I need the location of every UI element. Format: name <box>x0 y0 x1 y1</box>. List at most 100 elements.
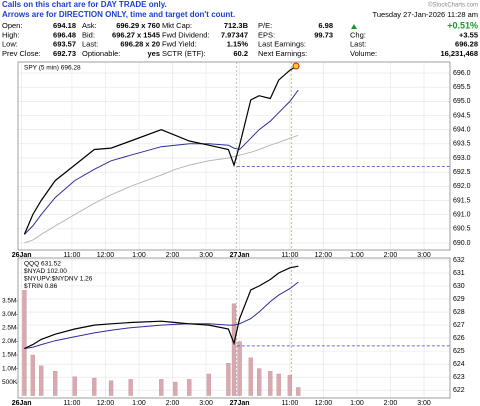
y-tick-label: 626 <box>453 335 465 342</box>
panel-border <box>17 61 451 251</box>
x-tick-label: 3:00 <box>417 400 431 406</box>
volume-bar <box>173 381 178 396</box>
y-tick-label: 629 <box>453 296 465 303</box>
quote-value: yes <box>147 49 160 58</box>
note-box <box>0 0 232 21</box>
volume-bar <box>159 379 164 396</box>
legend-entry: $TRIN 0.86 <box>24 283 58 290</box>
series-line <box>23 64 299 235</box>
quote-value: +0.51% <box>447 20 478 30</box>
x-tick-label: 12:00 <box>315 400 333 406</box>
quote-value: 99.73 <box>314 30 333 39</box>
x-tick-label: 3:00 <box>417 252 431 259</box>
quote-value: 7.97347 <box>221 30 248 39</box>
y-tick-label: 624 <box>453 361 465 368</box>
quote-value: 696.48 <box>53 30 76 39</box>
volume-bar <box>237 341 242 396</box>
y-tick-label: 628 <box>453 309 465 316</box>
x-tick-label: 1:00 <box>350 252 364 259</box>
volume-bar <box>231 303 237 396</box>
y2-tick-label: 500K <box>2 379 18 386</box>
y-tick-label: 692.5 <box>453 169 471 176</box>
quote-value: 712.3B <box>224 21 249 30</box>
x-tick-label: 1:00 <box>132 252 146 259</box>
x-tick-label: 2:00 <box>166 400 180 406</box>
quote-label: Last: <box>82 40 98 49</box>
y-tick-label: 692.0 <box>453 183 471 190</box>
x-tick-label: 2:00 <box>384 252 398 259</box>
quote-label: Chg: <box>350 30 366 39</box>
volume-bar <box>206 373 212 396</box>
note: Arrows are for DIRECTION ONLY, time and … <box>2 10 235 19</box>
legend-entry: $NYAD 102.00 <box>24 268 67 275</box>
quote-label: Open: <box>2 21 22 30</box>
x-tick-label: 12:00 <box>315 252 333 259</box>
x-tick-label: 11:00 <box>63 400 80 406</box>
quote-label: Last: <box>350 40 366 49</box>
y-tick-label: 622 <box>453 387 465 394</box>
y2-tick-label: 2.5M <box>2 325 16 332</box>
x-tick-label: 12:00 <box>97 400 115 406</box>
quote-label: Optionable: <box>82 49 120 58</box>
quote-value: 696.28 <box>455 40 478 49</box>
quote-label: High: <box>2 30 20 39</box>
volume-bar <box>296 387 301 396</box>
volume-bar <box>226 362 231 396</box>
x-tick-label: 11:00 <box>281 400 298 406</box>
volume-bar <box>256 368 262 396</box>
volume-bar <box>128 379 133 396</box>
quote-value: 692.73 <box>53 49 76 58</box>
panel-border <box>17 257 451 399</box>
volume-bar <box>268 371 273 396</box>
y-tick-label: 690.0 <box>453 240 471 247</box>
chart-panel: 622 623 624 625 626 627 628 629 630 631 632 26Jan 11… <box>2 257 465 406</box>
y-tick-label: 627 <box>453 322 465 329</box>
quote-value: 696.29 x 760 <box>116 21 160 30</box>
quote-label: Volume: <box>350 49 377 58</box>
y-tick-label: 691.5 <box>453 197 471 204</box>
volume-bar <box>287 375 293 396</box>
legend-entry: $NYUPV:$NYDNV 1.26 <box>24 276 93 283</box>
y2-tick-label: 2.0M <box>2 338 16 345</box>
y-tick-label: 696.0 <box>453 70 471 77</box>
y2-tick-label: 3.0M <box>2 311 16 318</box>
x-tick-label: 27Jan <box>230 400 250 406</box>
y-tick-label: 625 <box>453 348 465 355</box>
quote-label: Bid: <box>82 30 95 39</box>
y-tick-label: 693.5 <box>453 141 471 148</box>
y-tick-label: 632 <box>453 257 465 264</box>
header: ©StockCharts.com Tuesday 27-Jan-2026 11:… <box>0 0 478 58</box>
volume-bar <box>39 365 44 396</box>
x-tick-label: 3:00 <box>199 400 213 406</box>
volume-bar <box>187 379 192 396</box>
series-line <box>24 265 299 350</box>
quote-value: 6.98 <box>318 21 333 30</box>
quote-value: 60.2 <box>233 49 248 58</box>
quote-label: SCTR (ETF): <box>162 49 206 58</box>
y2-tick-label: 1.5M <box>2 352 16 359</box>
legend-entry: QQQ 631.52 <box>24 261 61 268</box>
quote-value: 696.27 x 1545 <box>112 30 160 39</box>
y-tick-label: 693.0 <box>453 155 471 162</box>
quote-label: Fwd Yield: <box>162 40 197 49</box>
y-tick-label: 690.5 <box>453 226 471 233</box>
y2-tick-label: 3.5M <box>2 298 16 305</box>
volume-bar <box>22 290 27 396</box>
volume-bar <box>108 380 114 396</box>
y-tick-label: 623 <box>453 374 465 381</box>
quote-value: +3.55 <box>459 30 478 39</box>
quote-label: Last Earnings: <box>258 40 306 49</box>
x-tick-label: 2:00 <box>384 400 398 406</box>
x-tick-label: 1:00 <box>132 400 146 406</box>
y-tick-label: 630 <box>453 283 465 290</box>
y2-tick-label: 1.0M <box>2 365 16 372</box>
x-tick-label: 3:00 <box>199 252 213 259</box>
series-line <box>24 134 299 244</box>
quote-value: 696.28 x 20 <box>120 40 160 49</box>
signal-marker <box>292 62 300 70</box>
quote-value: 1.15% <box>227 40 249 49</box>
x-tick-label: 1:00 <box>350 400 364 406</box>
quote-label: Fwd Dividend: <box>162 30 210 39</box>
volume-bar <box>248 357 253 396</box>
